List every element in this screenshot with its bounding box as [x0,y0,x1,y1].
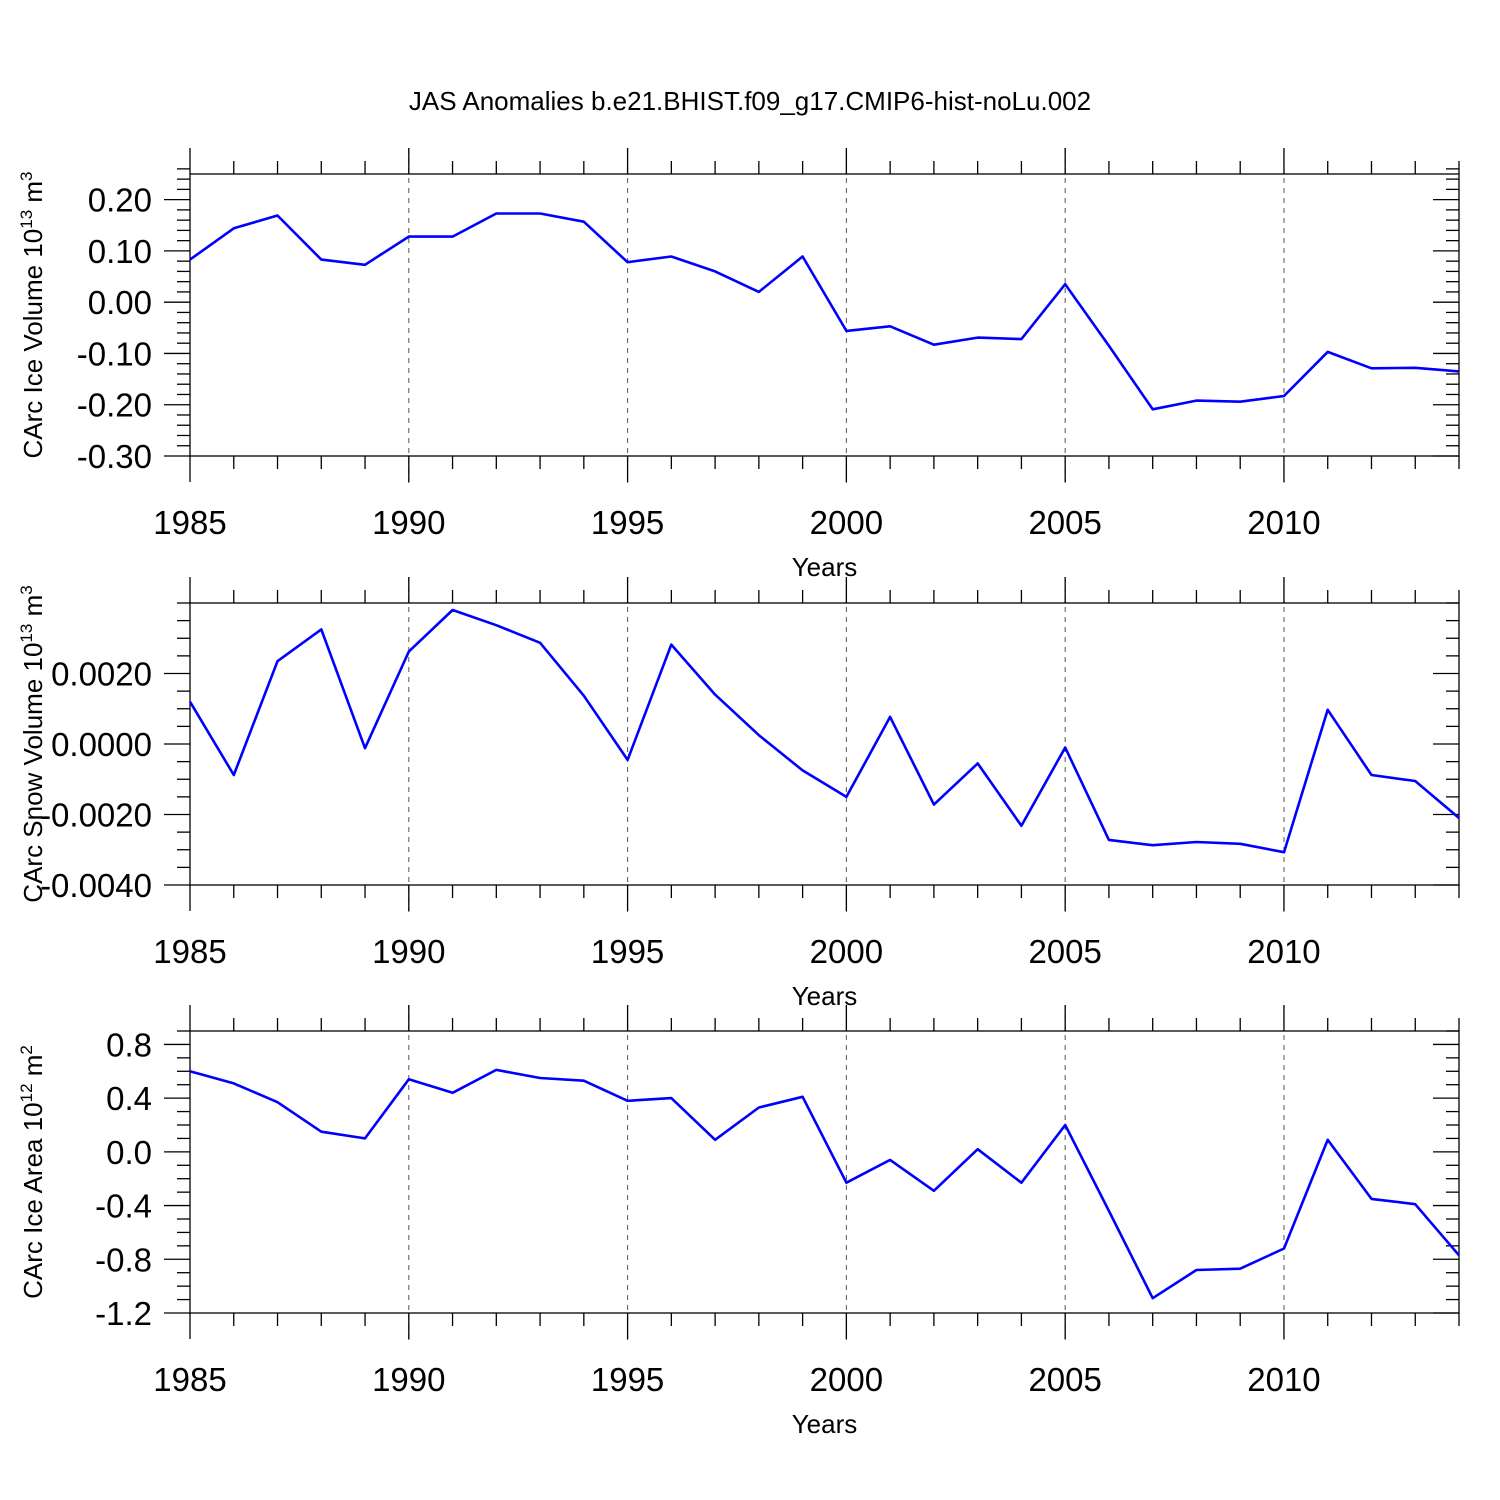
x-tick-label: 2005 [1028,504,1101,541]
y-axis-label-main: CArc Ice Area 10 [18,1102,48,1299]
x-tick-label: 2000 [810,933,883,970]
x-tick-label: 2000 [810,1361,883,1398]
y-axis-label-exponent: 12 [17,1083,36,1102]
y-tick-label: 0.4 [106,1080,152,1117]
y-tick-label: -0.20 [77,387,152,424]
y-axis-label-exponent: 13 [17,210,36,229]
y-tick-label: -0.8 [95,1241,152,1278]
y-axis-label-unit: m [18,595,48,624]
x-tick-label: 2010 [1247,504,1320,541]
x-tick-label: 1995 [591,1361,664,1398]
y-tick-label: 0.0020 [51,656,152,693]
y-axis-label-main: CArc Ice Volume 10 [18,229,48,459]
x-tick-label: 2010 [1247,933,1320,970]
series-line [189,1068,1460,1300]
y-axis-label-unit-exponent: 2 [17,1045,36,1054]
y-tick-label: 0.8 [106,1026,152,1063]
plot-frame [189,173,1460,457]
x-tick-label: 1995 [591,504,664,541]
panel-3: -1.2 -0.8 -0.4 0.0 0.4 0.8 1985 1990 1995 2000 200… [17,1005,1460,1439]
y-axis-label: CArc Snow Volume 1013 m3 [17,585,48,902]
y-axis-label-unit: m [18,181,48,210]
x-tick-label: 2010 [1247,1361,1320,1398]
y-tick-label: 0.0000 [51,726,152,763]
panel-1: -0.30 -0.20 -0.10 0.00 0.10 0.20 1985 1990 1995 2… [17,148,1460,582]
plot-frame [189,602,1460,886]
plot-frame [189,1030,1460,1314]
panel-2: -0.0040 -0.0020 0.0000 0.0020 1985 1990 1995 20… [17,577,1460,1011]
x-tick-label: 1990 [372,933,445,970]
y-tick-label: -1.2 [95,1295,152,1332]
series-line [189,212,1460,411]
y-tick-label: -0.0020 [40,797,152,834]
y-tick-label: -0.10 [77,335,152,372]
x-axis-label: Years [792,981,858,1011]
y-axis-label: CArc Ice Volume 1013 m3 [17,171,48,458]
y-axis-label-unit-exponent: 3 [17,171,36,180]
y-tick-label: 0.10 [88,233,152,270]
y-axis-label-unit-exponent: 3 [17,585,36,594]
y-axis-label-exponent: 13 [17,624,36,643]
y-tick-label: 0.0 [106,1134,152,1171]
series-line [188,608,1460,854]
y-tick-label: -0.30 [77,438,152,475]
y-axis-label-main: CArc Snow Volume 10 [18,643,48,903]
y-axis-label-unit: m [18,1055,48,1084]
x-tick-label: 1985 [153,933,226,970]
y-tick-label: -0.4 [95,1188,152,1225]
y-tick-label: 0.00 [88,284,152,321]
x-axis-label: Years [792,1409,858,1439]
x-tick-label: 1995 [591,933,664,970]
x-tick-label: 1985 [153,1361,226,1398]
x-tick-label: 2000 [810,504,883,541]
y-tick-label: 0.20 [88,182,152,219]
x-tick-label: 1990 [372,1361,445,1398]
y-axis-label: CArc Ice Area 1012 m2 [17,1045,48,1299]
x-axis-label: Years [792,552,858,582]
x-tick-label: 2005 [1028,1361,1101,1398]
x-tick-label: 1990 [372,504,445,541]
figure-title: JAS Anomalies b.e21.BHIST.f09_g17.CMIP6-… [409,86,1091,116]
y-tick-label: -0.0040 [40,867,152,904]
x-tick-label: 1985 [153,504,226,541]
x-tick-label: 2005 [1028,933,1101,970]
